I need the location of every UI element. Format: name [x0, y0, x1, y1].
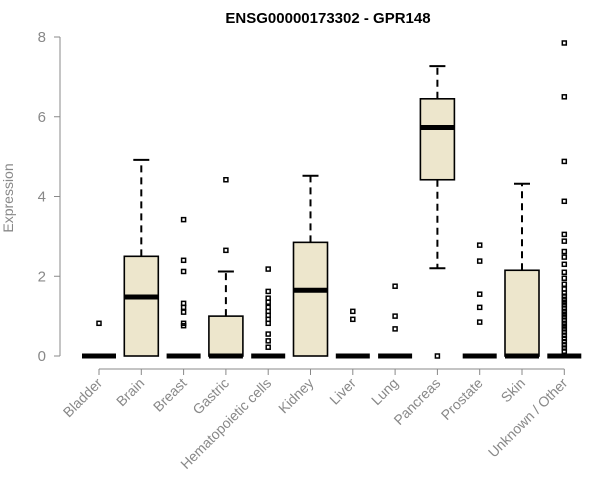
outlier-point [561, 317, 568, 323]
box-group [547, 40, 582, 359]
outlier-point [561, 335, 568, 342]
box [419, 98, 456, 181]
outlier-point [265, 344, 271, 350]
box-group [335, 308, 370, 359]
outlier-point [476, 319, 483, 325]
outlier-point [265, 288, 271, 295]
box-group [292, 174, 329, 357]
x-tick-label: Lung [368, 375, 401, 408]
y-axis: 0 2 4 6 8 [38, 29, 61, 365]
outlier-point [265, 266, 271, 272]
outlier-point [561, 158, 568, 165]
outlier-point [476, 242, 483, 248]
box [123, 255, 160, 357]
x-tick-label: Pancreas [390, 375, 443, 428]
outlier-point [561, 248, 568, 255]
outlier-point [561, 94, 568, 100]
outlier-point [392, 283, 398, 289]
y-tick-label: 6 [38, 109, 46, 126]
outlier-point [180, 216, 187, 223]
outlier-point [561, 296, 568, 303]
outlier-point [180, 268, 187, 275]
box-group [208, 177, 244, 359]
y-tick-label: 0 [38, 348, 46, 365]
outlier-point [561, 305, 568, 311]
outlier-point [350, 316, 356, 323]
outlier-point [561, 329, 568, 335]
outlier-point [561, 40, 568, 46]
box [292, 241, 329, 357]
x-tick-label: Skin [498, 375, 529, 406]
outlier-point [265, 331, 271, 337]
x-tick-label: Prostate [438, 375, 486, 423]
outlier-point [561, 275, 568, 281]
outlier-point [561, 323, 568, 329]
outlier-point [561, 332, 568, 339]
box [504, 269, 540, 357]
y-tick-label: 2 [38, 268, 46, 285]
outlier-point [561, 293, 568, 299]
outlier-point [350, 308, 356, 315]
outlier-point [561, 338, 568, 345]
outlier-point [561, 269, 568, 276]
outlier-point [561, 345, 568, 351]
box-group [166, 216, 201, 359]
outlier-point [561, 299, 568, 305]
outlier-point [476, 304, 483, 311]
outlier-point [180, 304, 187, 311]
box-group [462, 242, 497, 359]
outlier-point [561, 254, 568, 260]
outlier-point [561, 261, 568, 268]
outlier-point [265, 320, 271, 327]
outlier-point [265, 338, 271, 344]
outlier-point [180, 257, 187, 264]
x-tick-label: Liver [326, 375, 359, 408]
outlier-point [265, 299, 271, 305]
outlier-point [223, 247, 229, 254]
box-group [251, 266, 286, 359]
outlier-point [561, 320, 568, 327]
y-axis-label: Expression [0, 163, 16, 232]
box-group [419, 65, 456, 359]
box-series [82, 40, 582, 359]
outlier-point [561, 290, 568, 296]
x-tick-label: Brain [113, 375, 147, 409]
x-tick-label: Bladder [60, 375, 106, 421]
outlier-point [434, 353, 441, 359]
box-group [378, 283, 413, 359]
outlier-point [561, 281, 568, 287]
box-group [123, 158, 160, 357]
outlier-point [561, 326, 568, 332]
outlier-point [561, 311, 568, 317]
outlier-point [392, 313, 398, 319]
outlier-point [561, 302, 568, 308]
outlier-point [561, 342, 568, 348]
outlier-point [561, 314, 568, 320]
outlier-point [561, 308, 568, 315]
box [208, 315, 244, 357]
box-group [82, 320, 116, 359]
x-tick-label: Unknown / Other [485, 375, 571, 461]
outlier-point [561, 231, 568, 238]
outlier-point [180, 309, 187, 315]
y-tick-label: 4 [38, 189, 46, 206]
x-tick-label: Breast [150, 375, 190, 415]
outlier-point [392, 326, 398, 332]
outlier-point [476, 258, 483, 264]
outlier-point [223, 177, 229, 183]
outlier-point [180, 322, 187, 329]
outlier-point [561, 198, 568, 205]
outlier-point [476, 291, 483, 297]
x-tick-label: Kidney [275, 375, 317, 417]
box-group [504, 182, 540, 359]
outlier-point [561, 238, 568, 244]
outlier-point [96, 320, 102, 327]
chart-title: ENSG00000173302 - GPR148 [225, 10, 430, 27]
y-tick-label: 8 [38, 29, 46, 46]
outlier-point [561, 348, 568, 354]
